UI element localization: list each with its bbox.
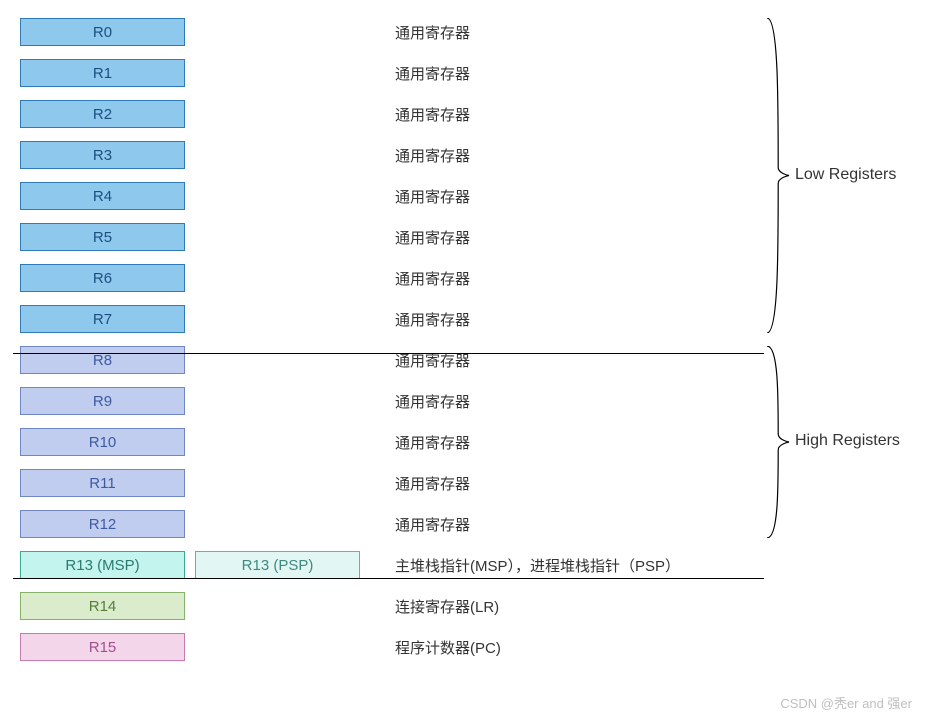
register-box: R8 [20,346,185,374]
register-box: R7 [20,305,185,333]
register-box-secondary: R13 (PSP) [195,551,360,579]
register-box: R1 [20,59,185,87]
register-description: 通用寄存器 [395,387,470,415]
register-description: 通用寄存器 [395,223,470,251]
group-brace [765,346,793,538]
register-description: 通用寄存器 [395,182,470,210]
register-box: R11 [20,469,185,497]
register-description: 通用寄存器 [395,428,470,456]
register-box: R6 [20,264,185,292]
register-description: 通用寄存器 [395,59,470,87]
register-box: R14 [20,592,185,620]
register-box: R3 [20,141,185,169]
register-box: R0 [20,18,185,46]
register-description: 通用寄存器 [395,510,470,538]
register-box: R4 [20,182,185,210]
register-description: 主堆栈指针(MSP），进程堆栈指针（PSP） [395,551,680,579]
divider-line [13,353,764,354]
register-description: 通用寄存器 [395,469,470,497]
register-diagram: R0 通用寄存器 R1 通用寄存器 R2 通用寄存器 R3 通用寄存器 R4 通用寄存器 R5 通用寄… [0,0,932,720]
group-brace [765,18,793,333]
register-description: 通用寄存器 [395,346,470,374]
register-box: R9 [20,387,185,415]
register-box: R13 (MSP) [20,551,185,579]
register-description: 通用寄存器 [395,264,470,292]
register-box: R5 [20,223,185,251]
register-box: R2 [20,100,185,128]
register-box: R15 [20,633,185,661]
register-description: 通用寄存器 [395,100,470,128]
watermark: CSDN @秃er and 强er [780,693,912,712]
divider-line [13,578,764,579]
register-description: 程序计数器(PC) [395,633,501,661]
register-box: R10 [20,428,185,456]
register-description: 通用寄存器 [395,18,470,46]
register-box: R12 [20,510,185,538]
register-description: 通用寄存器 [395,141,470,169]
group-label: Low Registers [795,166,896,184]
register-description: 连接寄存器(LR) [395,592,499,620]
register-description: 通用寄存器 [395,305,470,333]
group-label: High Registers [795,432,900,450]
